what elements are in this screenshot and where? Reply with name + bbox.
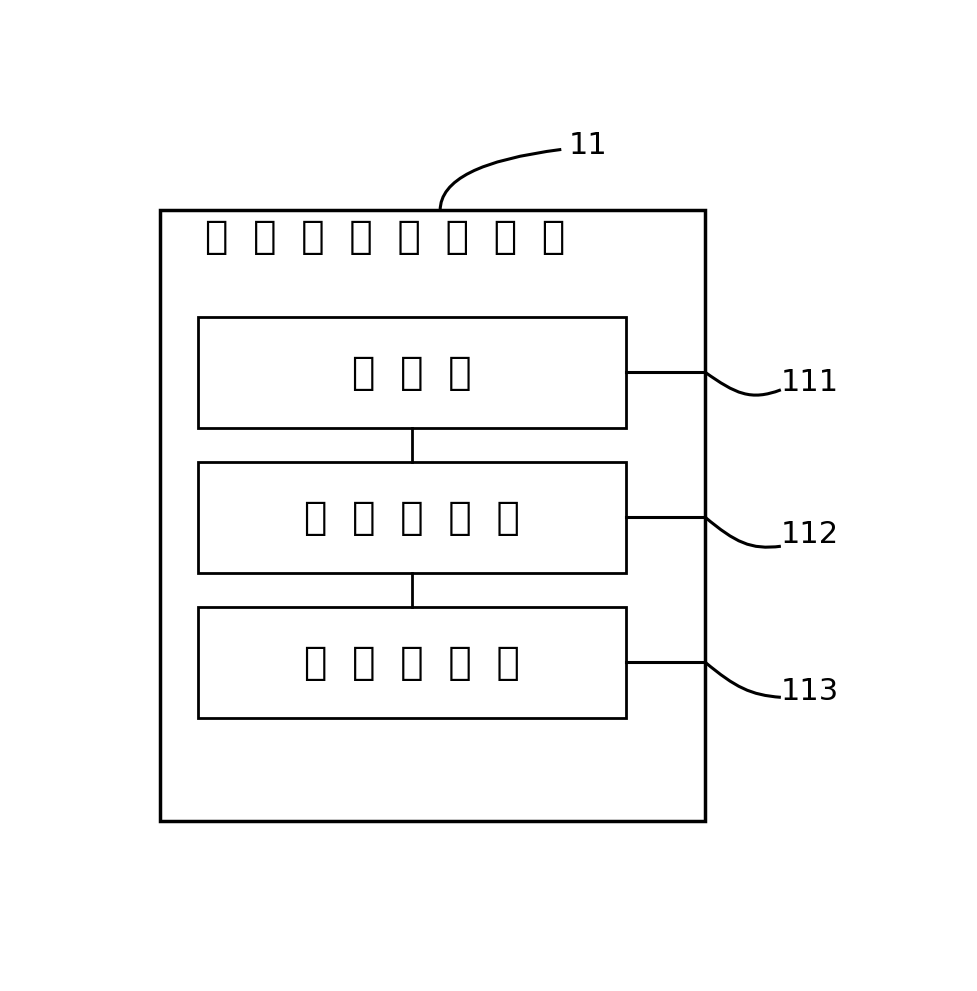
Text: 激  光  器: 激 光 器 — [352, 354, 472, 391]
Text: 11: 11 — [569, 131, 608, 161]
Bar — [198, 317, 625, 428]
Text: 112: 112 — [781, 520, 839, 549]
Text: 波  前  传  感  器: 波 前 传 感 器 — [304, 643, 520, 682]
Bar — [198, 607, 625, 717]
Text: 111: 111 — [781, 368, 839, 396]
Text: 自  照  明  波  前  测  量  仪: 自 照 明 波 前 测 量 仪 — [205, 218, 566, 257]
Text: 光  束  准  直  器: 光 束 准 直 器 — [304, 498, 520, 536]
Bar — [160, 210, 705, 821]
Bar — [198, 462, 625, 573]
Text: 113: 113 — [781, 677, 839, 706]
